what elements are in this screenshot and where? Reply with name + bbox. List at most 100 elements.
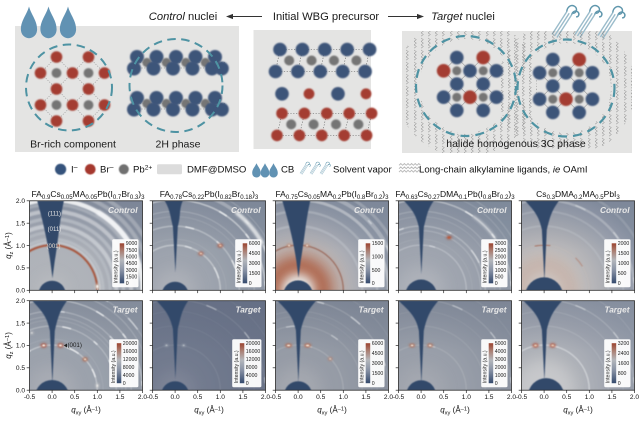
svg-text:0: 0	[618, 381, 621, 387]
svg-text:3000: 3000	[126, 268, 138, 274]
svg-text:-0.5: -0.5	[270, 394, 282, 401]
svg-text:1.5: 1.5	[361, 394, 370, 401]
svg-text:1000: 1000	[372, 254, 384, 260]
svg-text:0.0: 0.0	[294, 394, 303, 401]
svg-text:qxy (Å–1): qxy (Å–1)	[317, 406, 347, 417]
svg-text:0.0: 0.0	[48, 394, 57, 401]
svg-text:Target nuclei: Target nuclei	[431, 11, 495, 23]
svg-text:4000: 4000	[123, 373, 135, 379]
svg-text:1.0: 1.0	[462, 394, 471, 401]
svg-text:0: 0	[495, 281, 498, 287]
svg-text:Intensity (a.u.): Intensity (a.u.)	[111, 350, 117, 383]
svg-text:1.5: 1.5	[115, 394, 124, 401]
svg-text:Pb2+: Pb2+	[133, 164, 152, 175]
svg-text:9000: 9000	[126, 241, 138, 247]
svg-text:0: 0	[123, 381, 126, 387]
svg-text:1.0: 1.0	[339, 394, 348, 401]
svg-text:5000: 5000	[495, 341, 507, 347]
svg-text:I–: I–	[71, 164, 78, 175]
svg-text:1.5: 1.5	[16, 220, 25, 227]
svg-text:qxy (Å–1): qxy (Å–1)	[71, 406, 101, 417]
svg-text:Intensity (a.u.): Intensity (a.u.)	[606, 250, 612, 283]
svg-text:Intensity (a.u.): Intensity (a.u.)	[234, 350, 240, 383]
svg-text:0.5: 0.5	[16, 365, 25, 372]
svg-text:FA0.78Cs0.22Pb(I0.82Br0.18)3: FA0.78Cs0.22Pb(I0.82Br0.18)3	[160, 189, 259, 201]
svg-text:1600: 1600	[618, 361, 630, 367]
svg-text:0: 0	[246, 381, 249, 387]
svg-text:0.0: 0.0	[171, 394, 180, 401]
svg-text:1500: 1500	[372, 241, 384, 247]
svg-text:800: 800	[618, 371, 627, 377]
svg-text:halide homogenous 3C phase: halide homogenous 3C phase	[446, 138, 586, 150]
svg-text:Long-chain alkylamine ligands,: Long-chain alkylamine ligands, ie OAmI	[419, 164, 588, 175]
svg-text:6000: 6000	[249, 241, 261, 247]
svg-text:2.0: 2.0	[630, 394, 639, 401]
svg-text:20000: 20000	[123, 341, 138, 347]
svg-text:-0.5: -0.5	[147, 394, 159, 401]
svg-text:Control: Control	[108, 205, 138, 215]
svg-text:FA0.63Cs0.27DMA0.1Pb(I0.8Br0.2: FA0.63Cs0.27DMA0.1Pb(I0.8Br0.2)3	[395, 189, 515, 201]
svg-text:8000: 8000	[123, 365, 135, 371]
svg-text:4500: 4500	[126, 261, 138, 267]
svg-text:3000: 3000	[372, 361, 384, 367]
svg-text:2.0: 2.0	[16, 298, 25, 305]
svg-text:2.0: 2.0	[261, 394, 270, 401]
svg-text:Intensity (a.u.): Intensity (a.u.)	[114, 250, 120, 283]
svg-text:0.5: 0.5	[316, 394, 325, 401]
svg-text:2.0: 2.0	[138, 394, 147, 401]
svg-text:FA0.9Cs0.05MA0.05Pb(I0.7Br0.3): FA0.9Cs0.05MA0.05Pb(I0.7Br0.3)3	[31, 189, 145, 201]
svg-text:0.5: 0.5	[562, 394, 571, 401]
svg-text:qxy (Å–1): qxy (Å–1)	[194, 406, 224, 417]
svg-text:1500: 1500	[249, 271, 261, 277]
svg-text:2400: 2400	[618, 351, 630, 357]
svg-text:qz (Å–1): qz (Å–1)	[4, 332, 15, 359]
svg-text:Target: Target	[604, 305, 630, 315]
svg-text:0.5: 0.5	[193, 394, 202, 401]
svg-text:Control: Control	[231, 205, 261, 215]
svg-text:500: 500	[372, 268, 381, 274]
svg-text:qxy (Å–1): qxy (Å–1)	[440, 406, 470, 417]
svg-text:4500: 4500	[372, 351, 384, 357]
svg-text:Target: Target	[481, 305, 507, 315]
svg-text:(111): (111)	[48, 212, 61, 218]
svg-text:Intensity (a.u.): Intensity (a.u.)	[360, 350, 366, 383]
svg-text:DMF@DMSO: DMF@DMSO	[187, 164, 246, 175]
svg-text:1.5: 1.5	[16, 320, 25, 327]
svg-text:Cs0.3DMA0.2MA0.5PbI3: Cs0.3DMA0.2MA0.5PbI3	[536, 189, 620, 201]
svg-text:qz (Å–1): qz (Å–1)	[4, 232, 15, 259]
svg-text:-0.5: -0.5	[24, 394, 36, 401]
svg-text:1.0: 1.0	[216, 394, 225, 401]
svg-text:6000: 6000	[372, 341, 384, 347]
svg-text:Intensity (a.u.): Intensity (a.u.)	[606, 350, 612, 383]
svg-text:12000: 12000	[246, 357, 261, 363]
svg-text:0: 0	[249, 281, 252, 287]
svg-text:1.5: 1.5	[607, 394, 616, 401]
svg-text:1.0: 1.0	[585, 394, 594, 401]
svg-text:500: 500	[618, 271, 627, 277]
svg-text:1.0: 1.0	[16, 243, 25, 250]
svg-text:0: 0	[126, 281, 129, 287]
svg-text:6000: 6000	[126, 254, 138, 260]
svg-text:2.0: 2.0	[507, 394, 516, 401]
svg-text:4000: 4000	[246, 373, 258, 379]
svg-text:8000: 8000	[246, 365, 258, 371]
svg-text:2500: 2500	[495, 248, 507, 254]
svg-text:2000: 2000	[495, 254, 507, 260]
svg-text:CB: CB	[281, 164, 294, 175]
svg-text:1.0: 1.0	[16, 343, 25, 350]
svg-text:1500: 1500	[495, 261, 507, 267]
svg-text:2H phase: 2H phase	[156, 139, 201, 151]
svg-text:Target: Target	[112, 305, 138, 315]
svg-text:1000: 1000	[495, 268, 507, 274]
svg-text:Control: Control	[600, 205, 630, 215]
svg-text:0: 0	[495, 381, 498, 387]
svg-text:3000: 3000	[495, 241, 507, 247]
svg-text:2.0: 2.0	[384, 394, 393, 401]
svg-text:(001): (001)	[67, 342, 81, 349]
svg-text:Solvent vapor: Solvent vapor	[333, 164, 392, 175]
svg-text:1.5: 1.5	[484, 394, 493, 401]
svg-text:Br–: Br–	[100, 164, 114, 175]
svg-text:0: 0	[372, 281, 375, 287]
svg-text:Br-rich component: Br-rich component	[30, 139, 116, 151]
svg-text:FA0.75Cs0.05MA0.2Pb(I0.8Br0.2): FA0.75Cs0.05MA0.2Pb(I0.8Br0.2)3	[275, 189, 389, 201]
